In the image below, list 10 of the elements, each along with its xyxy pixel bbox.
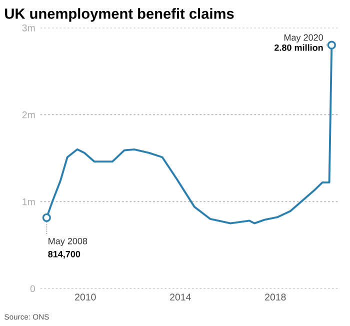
y-tick-label: 0 (30, 285, 36, 292)
y-tick-label: 3m (22, 24, 35, 32)
y-tick-label: 2m (22, 111, 35, 118)
x-tick-label: 2014 (170, 294, 191, 301)
annotation: May 2008 814,700 (48, 238, 88, 259)
x-tick-label: 2018 (265, 294, 286, 301)
y-tick-label: 1m (22, 198, 35, 206)
annotation: May 2020 2.80 million (274, 34, 323, 51)
x-tick-label: 2010 (75, 294, 96, 301)
chart-title: UK unemployment benefit claims (5, 8, 234, 22)
